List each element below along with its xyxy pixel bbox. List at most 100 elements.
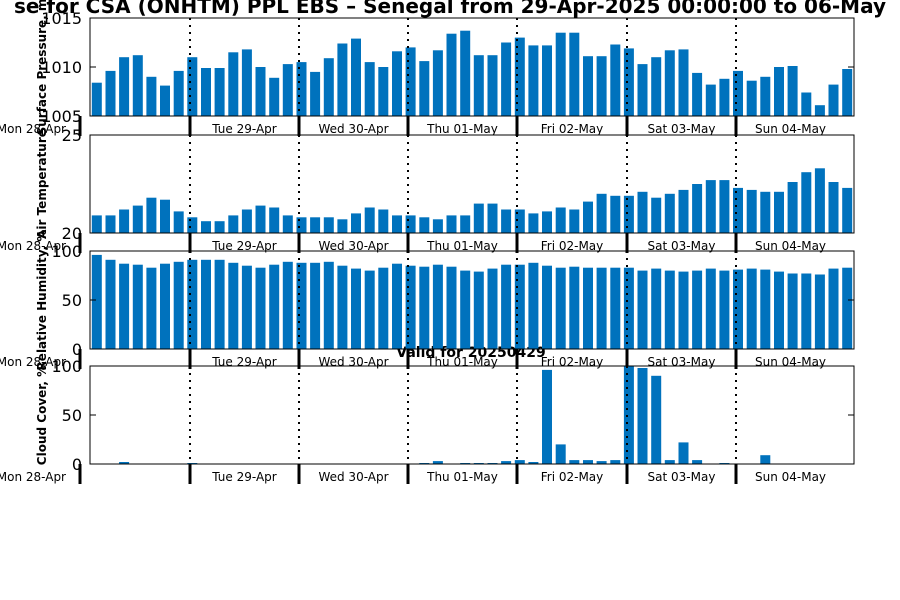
bar-1-40 <box>637 64 648 116</box>
bar-1-4 <box>146 76 157 116</box>
bar-3-39 <box>623 267 634 349</box>
bar-1-33 <box>542 45 552 116</box>
bar-2-35 <box>569 209 580 233</box>
bar-1-42 <box>664 50 675 116</box>
bar-2-46 <box>719 180 730 233</box>
bar-3-24 <box>419 266 430 349</box>
xtick-label-2-2: Wed 30-Apr <box>318 239 388 253</box>
bar-3-26 <box>446 266 457 349</box>
ytick-label-1-1: 1010 <box>41 58 82 77</box>
xtick-label-2-5: Sat 03-May <box>648 239 716 253</box>
bar-4-30 <box>501 461 512 464</box>
bar-2-7 <box>187 217 198 233</box>
bar-3-36 <box>583 267 593 349</box>
bar-2-26 <box>446 215 457 233</box>
bar-1-16 <box>310 71 321 116</box>
xtick-label-2-6: Sun 04-May <box>755 239 826 253</box>
xtick-label-2-0: Mon 28-Apr <box>0 239 66 253</box>
bar-1-2 <box>119 57 130 116</box>
bar-1-0 <box>91 82 102 116</box>
bar-2-15 <box>296 217 307 233</box>
bar-2-19 <box>351 213 361 233</box>
bar-2-11 <box>241 209 252 233</box>
bar-1-26 <box>446 33 457 117</box>
xtick-label-2-1: Tue 29-Apr <box>211 239 276 253</box>
bar-2-17 <box>323 217 334 233</box>
bar-3-20 <box>364 270 375 349</box>
bar-1-24 <box>419 61 430 116</box>
bar-2-1 <box>105 215 116 233</box>
xtick-label-1-0: Mon 28-Apr <box>0 122 66 136</box>
bar-4-40 <box>637 368 648 464</box>
bar-2-24 <box>419 217 430 233</box>
ytick-label-2-0: 20 <box>62 224 82 243</box>
plot-frame-2 <box>89 134 855 234</box>
bar-3-32 <box>528 262 539 349</box>
bar-2-41 <box>651 197 662 233</box>
bar-2-4 <box>146 197 157 233</box>
bar-4-41 <box>651 375 662 464</box>
bar-1-48 <box>746 80 757 116</box>
xtick-label-4-1: Tue 29-Apr <box>211 470 276 484</box>
xtick-label-1-2: Wed 30-Apr <box>318 122 388 136</box>
bar-2-49 <box>760 191 771 233</box>
bar-1-37 <box>596 56 607 116</box>
ytick-label-3-0: 0 <box>72 340 82 359</box>
bar-2-20 <box>364 207 375 233</box>
bar-3-10 <box>228 262 239 349</box>
bar-2-0 <box>91 215 102 233</box>
bar-1-21 <box>378 67 389 116</box>
bar-4-36 <box>583 460 593 464</box>
bar-4-39 <box>623 366 634 464</box>
bar-1-49 <box>760 76 771 116</box>
xtick-label-4-2: Wed 30-Apr <box>318 470 388 484</box>
bar-1-28 <box>473 55 484 116</box>
bar-1-39 <box>623 48 634 116</box>
bar-3-43 <box>678 271 689 349</box>
plot-frame-4 <box>89 365 855 465</box>
bar-1-5 <box>160 85 170 116</box>
bar-4-2 <box>119 462 130 464</box>
bar-2-8 <box>201 221 211 233</box>
bar-2-9 <box>214 221 225 233</box>
bar-3-17 <box>323 261 334 349</box>
bar-1-27 <box>460 30 471 117</box>
bar-3-34 <box>555 267 566 349</box>
bar-3-40 <box>637 270 648 349</box>
bar-3-47 <box>733 269 743 349</box>
bar-2-40 <box>637 191 648 233</box>
bar-3-54 <box>828 268 839 349</box>
bar-2-10 <box>228 215 239 233</box>
bar-2-51 <box>787 182 798 233</box>
bar-4-34 <box>555 444 566 464</box>
bar-2-6 <box>173 211 184 233</box>
bar-2-5 <box>160 199 170 233</box>
ytick-label-4-2: 100 <box>51 357 82 376</box>
bar-3-50 <box>774 271 784 349</box>
bar-1-12 <box>255 67 266 116</box>
bar-2-12 <box>255 205 266 233</box>
bar-1-13 <box>269 77 280 116</box>
bar-2-14 <box>282 215 293 233</box>
bar-2-47 <box>733 187 743 233</box>
bar-2-30 <box>501 209 512 233</box>
bar-1-52 <box>801 92 812 116</box>
bar-1-36 <box>583 56 593 116</box>
bar-2-22 <box>392 215 402 233</box>
bar-1-15 <box>296 62 307 116</box>
bar-3-53 <box>814 274 825 349</box>
bar-3-55 <box>842 267 853 349</box>
bar-2-37 <box>596 193 607 233</box>
bar-1-30 <box>501 42 512 116</box>
ytick-label-3-2: 100 <box>51 242 82 261</box>
bar-3-28 <box>473 271 484 349</box>
bar-4-44 <box>692 460 703 464</box>
bar-1-38 <box>610 44 621 116</box>
xtick-label-3-2: Wed 30-Apr <box>318 355 388 369</box>
bar-1-34 <box>555 32 566 117</box>
bar-1-54 <box>828 84 839 116</box>
bar-1-43 <box>678 49 689 116</box>
bar-1-3 <box>132 55 143 116</box>
bar-3-38 <box>610 267 621 349</box>
bar-4-43 <box>678 442 689 464</box>
